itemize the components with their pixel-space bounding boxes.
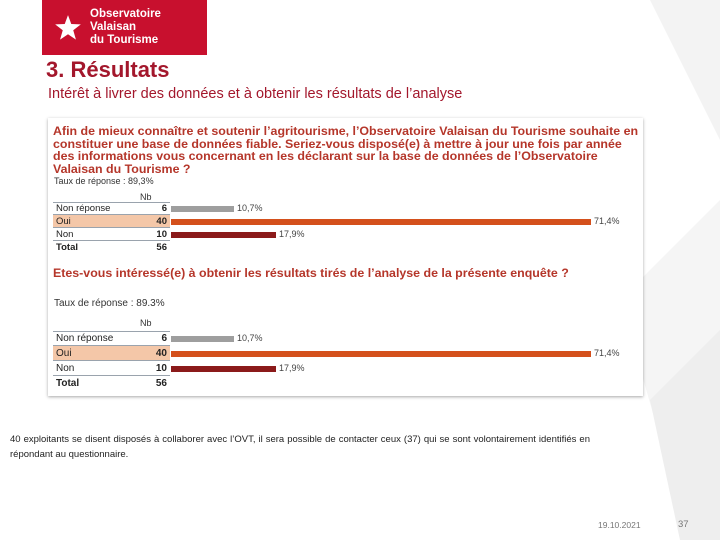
chart-bar (171, 366, 276, 372)
row-value: 6 (161, 333, 167, 344)
row-label: Non réponse (56, 203, 111, 214)
body-text: 40 exploitants se disent disposés à coll… (10, 434, 590, 460)
logo-text: Observatoire Valaisan du Tourisme (90, 8, 207, 47)
row-label: Total (56, 378, 80, 389)
chart-data-label: 71,4% (594, 348, 620, 358)
row-value: 40 (155, 347, 167, 359)
page-subtitle: Intérêt à livrer des données et à obteni… (48, 86, 463, 102)
row-label: Oui (56, 215, 71, 227)
row-value: 10 (155, 362, 167, 374)
row-label: Non (56, 362, 75, 374)
survey-figure: Afin de mieux connaître et soutenir l’ag… (48, 118, 643, 396)
question-1-text: Afin de mieux connaître et soutenir l’ag… (53, 124, 639, 176)
row-value: 56 (155, 378, 167, 389)
table-row: Oui 40 (53, 215, 170, 228)
row-label: Oui (56, 347, 72, 359)
row-value: 56 (156, 242, 167, 253)
row-label: Total (56, 242, 78, 253)
chart-bar (171, 219, 591, 225)
table-row: Non réponse 6 (53, 331, 170, 346)
chart-bar (171, 232, 276, 238)
table-row: Non 10 (53, 228, 170, 241)
table-row-total: Total 56 (53, 241, 170, 254)
question-1-response-rate: Taux de réponse : 89,3% (54, 176, 154, 186)
chart-bar (171, 336, 234, 342)
chart-data-label: 17,9% (279, 363, 305, 373)
row-label: Non réponse (56, 333, 114, 344)
chart-data-label: 10,7% (237, 203, 263, 213)
decorative-shapes (580, 0, 720, 540)
chart-bar (171, 351, 591, 357)
row-value: 6 (161, 203, 167, 214)
slide-date: 19.10.2021 (598, 520, 641, 530)
question-1-nb-header: Nb (140, 192, 152, 202)
row-value: 40 (156, 215, 167, 227)
table-row-total: Total 56 (53, 376, 170, 391)
question-2-response-rate: Taux de réponse : 89.3% (54, 298, 165, 309)
question-1-table: Non réponse 6 Oui 40 Non 10 Total 56 (53, 202, 170, 254)
page-title: 3. Résultats (46, 57, 170, 82)
page-number: 37 (678, 519, 689, 530)
logo-line-1: Observatoire Valaisan (90, 8, 161, 33)
question-2-nb-header: Nb (140, 318, 152, 328)
chart-data-label: 17,9% (279, 229, 305, 239)
question-2-table: Non réponse 6 Oui 40 Non 10 Total 56 (53, 331, 170, 391)
row-value: 10 (156, 228, 167, 240)
chart-data-label: 71,4% (594, 216, 620, 226)
ovt-logo: Observatoire Valaisan du Tourisme (42, 0, 207, 55)
chart-data-label: 10,7% (237, 333, 263, 343)
chart-bar (171, 206, 234, 212)
table-row: Non 10 (53, 361, 170, 376)
row-label: Non (56, 228, 74, 240)
question-2-text: Etes-vous intéressé(e) à obtenir les rés… (53, 266, 569, 280)
table-row: Oui 40 (53, 346, 170, 361)
table-row: Non réponse 6 (53, 202, 170, 215)
star-icon (55, 14, 81, 40)
logo-line-2: du Tourisme (90, 34, 159, 46)
